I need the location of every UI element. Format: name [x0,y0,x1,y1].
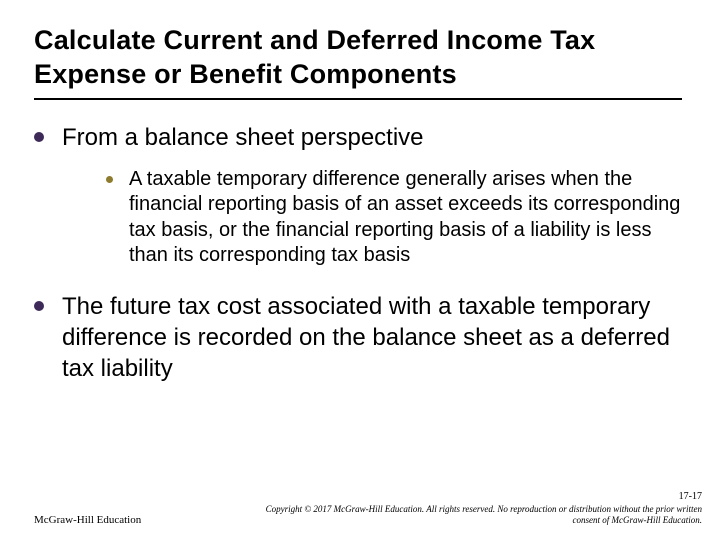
title-underline [34,98,682,100]
circle-bullet-icon [34,132,44,142]
bullet-text: From a balance sheet perspective [62,122,424,153]
circle-bullet-icon [106,176,113,183]
bullet-text: A taxable temporary difference generally… [129,167,686,269]
publisher-label: McGraw-Hill Education [34,514,141,526]
bullet-level1: The future tax cost associated with a ta… [34,291,686,385]
bullet-level2: A taxable temporary difference generally… [106,167,686,269]
bullet-text: The future tax cost associated with a ta… [62,291,672,385]
slide: Calculate Current and Deferred Income Ta… [0,0,720,540]
circle-bullet-icon [34,301,44,311]
page-number: 17-17 [34,491,702,502]
slide-title: Calculate Current and Deferred Income Ta… [34,24,686,92]
bullet-level1: From a balance sheet perspective [34,122,686,153]
slide-body: From a balance sheet perspective A taxab… [34,122,686,385]
copyright-line: Copyright © 2017 McGraw-Hill Education. … [266,504,702,514]
copyright-line: consent of McGraw-Hill Education. [573,515,702,525]
